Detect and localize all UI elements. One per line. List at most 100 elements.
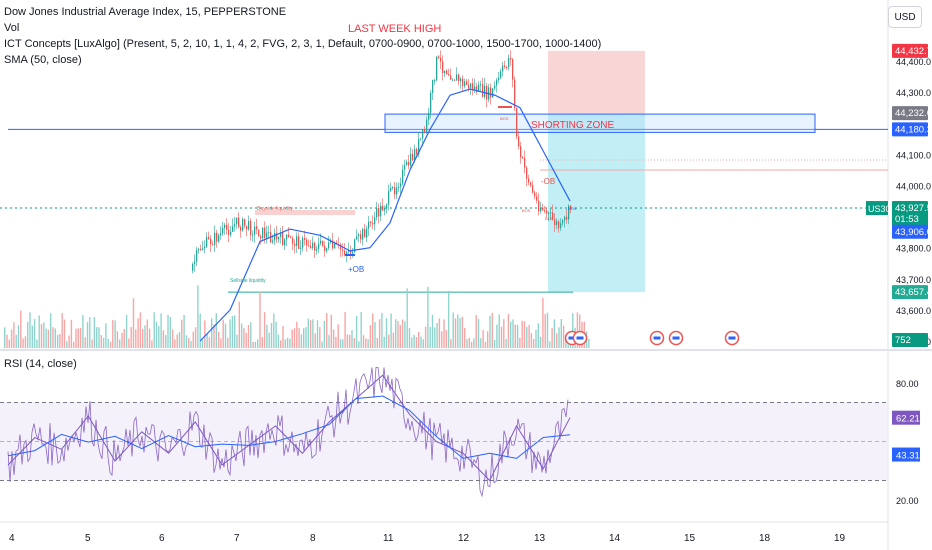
candle: [402, 169, 404, 184]
volume-bar: [75, 328, 77, 348]
volume-bar: [142, 328, 144, 348]
rsi-indicator-label[interactable]: RSI (14, close): [4, 358, 77, 370]
time-axis-label: 8: [310, 533, 316, 544]
candle: [538, 200, 540, 212]
volume-bar: [528, 325, 530, 348]
volume-bar: [167, 314, 169, 348]
candle: [498, 77, 500, 80]
bos-label: BOS: [522, 208, 531, 213]
volume-bar: [293, 328, 296, 348]
candle: [224, 224, 226, 228]
candle: [496, 79, 498, 86]
volume-bar: [130, 327, 132, 348]
candle: [198, 248, 200, 251]
volume-bar: [15, 334, 17, 348]
economic-event-icon: [568, 336, 576, 340]
candle: [454, 79, 456, 81]
volume-bar: [79, 327, 82, 348]
candle: [250, 221, 252, 235]
volume-bar: [429, 326, 431, 348]
candle: [550, 212, 552, 214]
volume-bar: [282, 326, 284, 348]
candle: [542, 207, 544, 211]
volume-bar: [183, 314, 185, 348]
volume-bar: [254, 341, 257, 348]
zone-price-badge: 44,180.3: [895, 124, 932, 135]
volume-bar: [516, 324, 519, 348]
volume-bar: [109, 341, 112, 348]
candle: [420, 138, 422, 140]
candle: [220, 233, 222, 236]
volume-badge: 752: [895, 335, 911, 346]
candle: [248, 221, 250, 230]
volume-bar: [162, 330, 165, 348]
candle: [260, 236, 262, 239]
candle: [518, 136, 520, 147]
buyside-liquidity-label: Buyside liquidity: [257, 206, 293, 212]
time-axis-label: 7: [234, 533, 240, 544]
candle: [252, 234, 254, 236]
ict-indicator-label[interactable]: ICT Concepts [LuxAlgo] (Present, 5, 2, 1…: [4, 38, 602, 50]
candle: [344, 250, 346, 255]
candle: [450, 75, 452, 80]
volume-bar: [114, 320, 116, 348]
candle: [204, 246, 206, 249]
volume-bar: [82, 315, 84, 348]
volume-bar: [539, 336, 542, 348]
volume-bar: [176, 334, 178, 348]
chart-title: Dow Jones Industrial Average Index, 15, …: [4, 6, 287, 18]
candle: [384, 208, 386, 211]
buyside-liquidity-band: [255, 210, 355, 215]
candle: [478, 84, 480, 92]
currency-button[interactable]: USD: [888, 6, 922, 28]
candle: [286, 234, 288, 240]
candle: [210, 238, 212, 245]
volume-bar: [480, 338, 482, 348]
candle: [532, 185, 534, 193]
candle: [476, 86, 478, 92]
candle: [238, 217, 240, 228]
candle: [508, 57, 510, 68]
price-tick-label: 44,100.0: [896, 150, 931, 160]
last-week-high-label: LAST WEEK HIGH: [348, 23, 441, 35]
volume-bar: [298, 328, 300, 348]
candle: [236, 217, 238, 225]
candle: [192, 263, 194, 271]
volume-bar: [181, 319, 183, 348]
rsi-ma-value-badge: 43.31: [896, 451, 920, 462]
volume-bar: [420, 336, 422, 348]
candle: [334, 242, 336, 249]
volume-bar: [321, 341, 323, 348]
volume-bar: [215, 313, 217, 348]
rsi-badge-bg: [892, 410, 920, 425]
candle: [452, 79, 454, 81]
volume-bar: [259, 291, 261, 348]
candle: [266, 232, 268, 238]
volume-bar: [238, 301, 240, 348]
time-axis-label: 19: [834, 533, 846, 544]
candle: [378, 208, 380, 217]
volume-bar: [144, 325, 146, 348]
candle: [494, 85, 496, 89]
candle: [288, 234, 290, 237]
volume-bar: [319, 327, 321, 348]
volume-bar: [165, 335, 167, 348]
volume-indicator-label[interactable]: Vol: [4, 22, 20, 34]
time-axis-label: 12: [458, 533, 470, 544]
candle: [566, 216, 568, 220]
sma-indicator-label[interactable]: SMA (50, close): [4, 54, 82, 66]
volume-bar: [351, 330, 353, 348]
time-axis-label: 11: [383, 533, 394, 544]
volume-bar: [24, 336, 27, 348]
stop-loss-zone: [548, 50, 645, 114]
volume-bar: [291, 329, 293, 348]
volume-bar: [29, 312, 31, 348]
volume-bar: [498, 314, 500, 348]
candle: [506, 66, 508, 68]
candle: [328, 242, 330, 249]
candle: [536, 196, 538, 201]
candle: [350, 250, 352, 254]
volume-bar: [148, 328, 151, 348]
candle: [448, 74, 450, 76]
